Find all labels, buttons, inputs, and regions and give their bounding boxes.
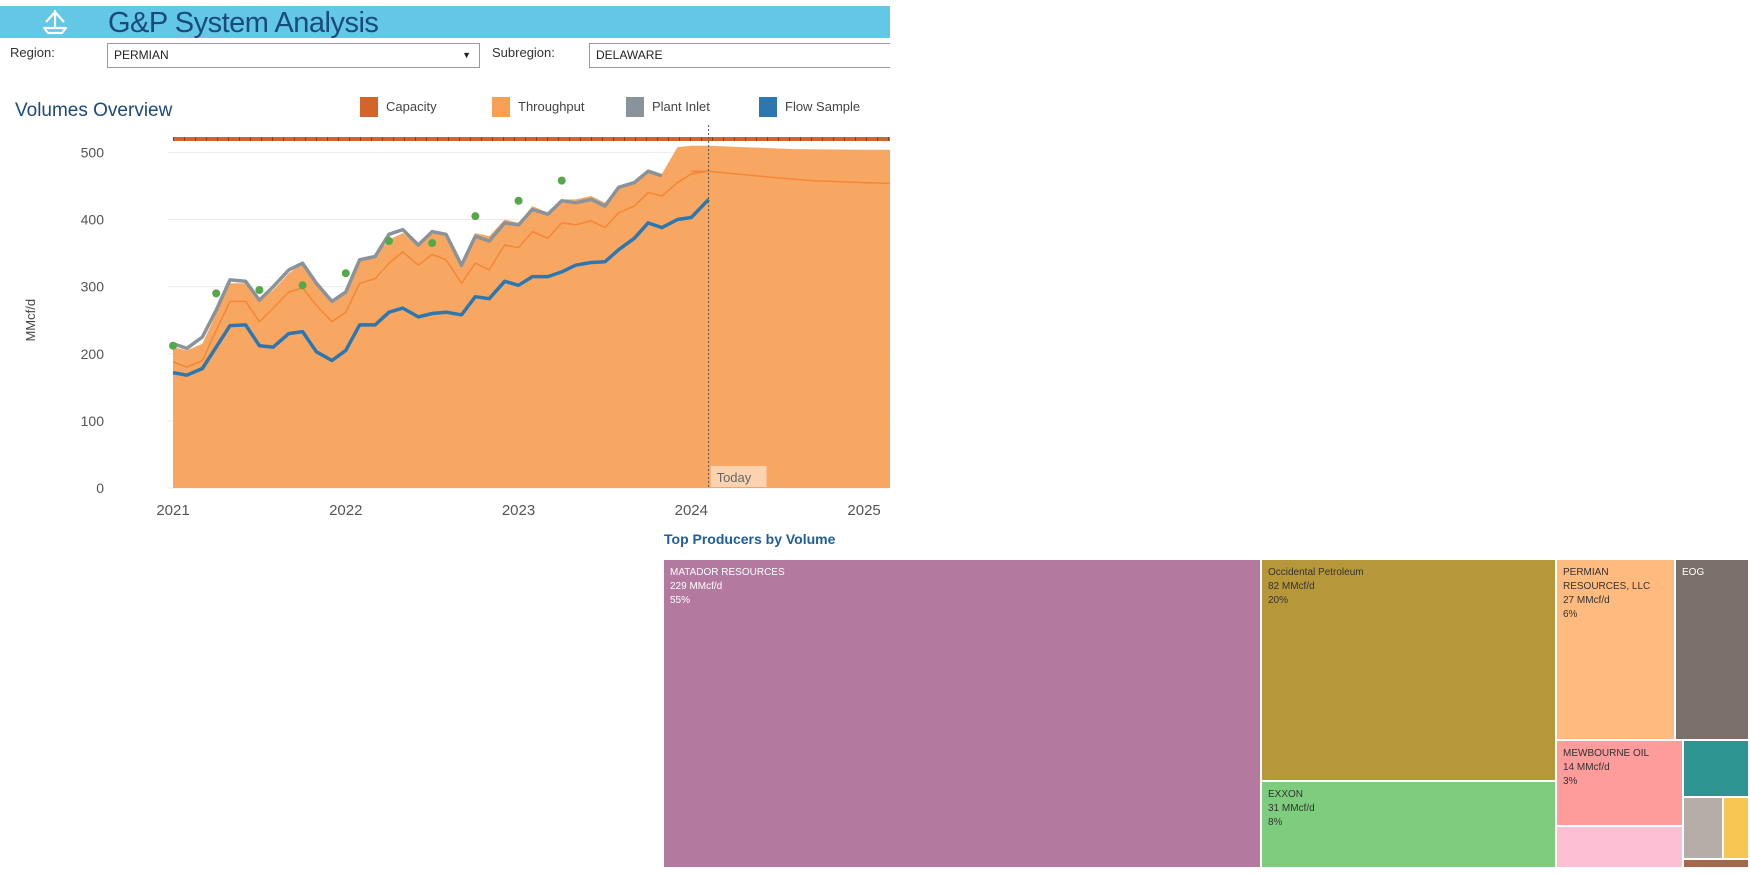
- treemap-cell[interactable]: MATADOR RESOURCES 229 MMcf/d 55%: [664, 560, 1262, 869]
- legend-label: Flow Sample: [785, 99, 861, 114]
- flow-sample-line: [172, 198, 710, 377]
- treemap-cell[interactable]: EOG: [1676, 560, 1750, 741]
- throughput-area: [173, 145, 890, 488]
- treemap-cell-share: 55%: [670, 595, 691, 606]
- sample-point: [255, 286, 264, 295]
- treemap-cell[interactable]: MEWBOURNE OIL 14 MMcf/d 3%: [1557, 741, 1684, 827]
- treemap-cell-name: MEWBOURNE OIL: [1563, 748, 1650, 759]
- y-axis-label: MMcf/d: [23, 299, 38, 342]
- subregion-label: Subregion:: [492, 45, 555, 60]
- plant-inlet-line: [172, 169, 663, 351]
- x-tick-label: 2025: [847, 502, 880, 519]
- subregion-select[interactable]: DELAWARE: [589, 43, 890, 68]
- today-label-bg: [710, 466, 767, 487]
- sample-point: [384, 237, 393, 246]
- treemap-cell-value: 82 MMcf/d: [1268, 581, 1315, 592]
- top-producers-title: Top Producers by Volume: [664, 531, 836, 547]
- treemap-cell-name: Occidental Petroleum: [1268, 567, 1364, 578]
- x-tick-label: 2022: [329, 502, 362, 519]
- treemap-cell[interactable]: [1684, 860, 1750, 869]
- legend-swatch: [759, 97, 777, 117]
- y-tick-label: 300: [81, 279, 105, 295]
- volumes-overview-title: Volumes Overview: [15, 100, 173, 121]
- treemap-cell[interactable]: Occidental Petroleum 82 MMcf/d 20%: [1262, 560, 1557, 782]
- legend-label: Capacity: [386, 99, 437, 114]
- sample-point: [341, 269, 350, 278]
- treemap-cell-name: PERMIAN RESOURCES, LLC: [1563, 567, 1651, 592]
- x-tick-label: 2021: [156, 502, 189, 519]
- treemap-cell-share: 20%: [1268, 595, 1289, 606]
- sample-point: [428, 239, 437, 248]
- sample-point: [212, 289, 221, 298]
- treemap-cell[interactable]: [1684, 798, 1724, 860]
- legend-swatch: [360, 97, 378, 117]
- subregion-value: DELAWARE: [596, 48, 663, 62]
- sample-point: [514, 196, 523, 205]
- legend-label: Plant Inlet: [652, 99, 710, 114]
- treemap-cell-value: 31 MMcf/d: [1268, 803, 1315, 814]
- region-value: PERMIAN: [114, 48, 169, 62]
- treemap-cell-share: 6%: [1563, 609, 1578, 620]
- x-tick-label: 2024: [675, 502, 708, 519]
- throughput-forecast-line: [691, 170, 890, 185]
- sample-point: [471, 212, 480, 221]
- treemap-cell[interactable]: EXXON 31 MMcf/d 8%: [1262, 782, 1557, 869]
- app-header: G&P System Analysis: [0, 6, 890, 39]
- treemap-cell-name: MATADOR RESOURCES: [670, 567, 785, 578]
- legend-swatch: [492, 97, 510, 117]
- logo-icon: [42, 10, 68, 35]
- y-tick-label: 0: [96, 480, 104, 496]
- y-tick-label: 200: [81, 346, 105, 362]
- y-tick-label: 400: [81, 212, 105, 228]
- app-title: G&P System Analysis: [108, 7, 379, 39]
- sample-point: [169, 341, 177, 350]
- treemap-cell-value: 14 MMcf/d: [1563, 762, 1610, 773]
- chevron-down-icon: ▼: [462, 50, 471, 60]
- region-select[interactable]: PERMIAN ▼: [107, 43, 480, 68]
- throughput-line: [172, 170, 709, 368]
- treemap-cell-value: 27 MMcf/d: [1563, 595, 1610, 606]
- legend-label: Throughput: [518, 99, 585, 114]
- treemap-cell[interactable]: [1684, 741, 1750, 798]
- treemap-cell-name: EXXON: [1268, 789, 1304, 800]
- y-tick-label: 500: [81, 144, 105, 160]
- sample-point: [298, 281, 307, 290]
- y-tick-label: 100: [81, 413, 105, 429]
- x-tick-label: 2023: [502, 502, 535, 519]
- sample-point: [557, 176, 566, 185]
- today-label: Today: [717, 470, 752, 485]
- treemap-cell-name: EOG: [1682, 567, 1705, 578]
- legend-swatch: [626, 97, 644, 117]
- producers-treemap: MATADOR RESOURCES 229 MMcf/d 55% Occidental…: [664, 560, 1750, 869]
- region-label: Region:: [10, 45, 55, 60]
- treemap-cell-share: 3%: [1563, 776, 1578, 787]
- treemap-cell[interactable]: [1724, 798, 1750, 860]
- treemap-cell[interactable]: [1557, 827, 1684, 869]
- treemap-cell[interactable]: PERMIAN RESOURCES, LLC 27 MMcf/d 6%: [1557, 560, 1676, 741]
- treemap-cell-share: 8%: [1268, 817, 1283, 828]
- treemap-cell-value: 229 MMcf/d: [670, 581, 723, 592]
- volumes-chart: 0 100 200 300 400 500 MMcf/d 2021 2022 2023 2024 20…: [23, 125, 890, 519]
